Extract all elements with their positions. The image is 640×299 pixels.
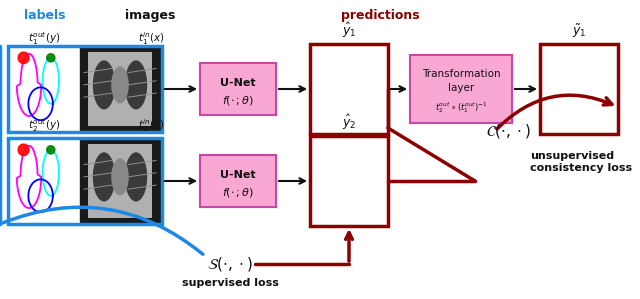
Text: $\mathcal{C}(\cdot,\cdot)$: $\mathcal{C}(\cdot,\cdot)$ [486, 122, 531, 140]
Text: images: images [125, 9, 175, 22]
Bar [310, 44, 388, 134]
Text: $\hat{y}_1$: $\hat{y}_1$ [342, 21, 356, 40]
Text: $t_2^{out}(y)$: $t_2^{out}(y)$ [28, 117, 60, 134]
Polygon shape [18, 144, 29, 155]
Bar [200, 63, 276, 115]
Bar [410, 55, 512, 123]
Bar [10, 140, 78, 222]
Text: U-Net: U-Net [220, 170, 256, 180]
Bar [80, 140, 160, 222]
Text: $t_1^{in}(x)$: $t_1^{in}(x)$ [138, 30, 166, 47]
Polygon shape [321, 50, 333, 62]
Polygon shape [352, 144, 361, 152]
Text: supervised loss: supervised loss [182, 278, 278, 288]
Ellipse shape [93, 152, 115, 202]
Polygon shape [551, 50, 563, 62]
Text: $t_1^{out}(y)$: $t_1^{out}(y)$ [28, 30, 60, 47]
Bar [312, 138, 386, 224]
Bar [540, 44, 618, 134]
Polygon shape [18, 52, 29, 64]
Bar [310, 136, 388, 226]
Text: U-Net: U-Net [220, 78, 256, 88]
Ellipse shape [111, 66, 129, 103]
Text: $\hat{y}_2$: $\hat{y}_2$ [342, 113, 356, 132]
Text: $t_2^{out} \circ (t_1^{out})^{-1}$: $t_2^{out} \circ (t_1^{out})^{-1}$ [435, 100, 488, 115]
Bar [542, 46, 616, 132]
Polygon shape [352, 52, 361, 61]
Text: $f(\cdot\,;\theta)$: $f(\cdot\,;\theta)$ [222, 94, 254, 107]
Polygon shape [47, 146, 55, 154]
Text: $\tilde{y}_1$: $\tilde{y}_1$ [572, 23, 586, 40]
Bar [80, 48, 160, 130]
Text: $\mathcal{S}(\cdot,\cdot)$: $\mathcal{S}(\cdot,\cdot)$ [207, 255, 253, 273]
Ellipse shape [125, 152, 147, 202]
Polygon shape [582, 52, 591, 61]
Text: predictions: predictions [340, 9, 419, 22]
Bar [88, 52, 152, 126]
Bar [10, 48, 78, 130]
Ellipse shape [111, 158, 129, 195]
Text: $t_2^{in}(x)$: $t_2^{in}(x)$ [138, 117, 166, 134]
Bar [88, 144, 152, 218]
Ellipse shape [93, 60, 115, 109]
Bar [8, 46, 162, 132]
Text: $f(\cdot\,;\theta)$: $f(\cdot\,;\theta)$ [222, 186, 254, 199]
Polygon shape [47, 54, 55, 62]
Bar [200, 155, 276, 207]
Text: layer: layer [448, 83, 474, 93]
Bar [312, 46, 386, 132]
Text: unsupervised
consistency loss: unsupervised consistency loss [530, 151, 632, 173]
Ellipse shape [125, 60, 147, 109]
Polygon shape [321, 142, 333, 154]
Bar [8, 138, 162, 224]
Text: Transformation: Transformation [422, 69, 500, 79]
Text: labels: labels [24, 9, 66, 22]
